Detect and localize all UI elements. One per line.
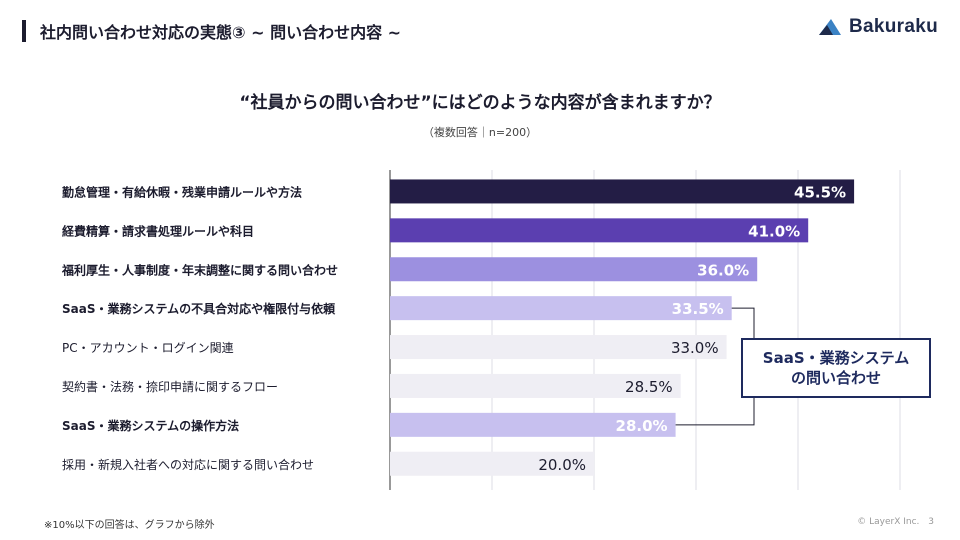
category-label: 採用・新規入社者への対応に関する問い合わせ bbox=[62, 457, 314, 472]
bar bbox=[390, 296, 732, 321]
category-label: 契約書・法務・捺印申請に関するフロー bbox=[62, 379, 278, 394]
callout-connector bbox=[731, 307, 755, 338]
bar-value-label: 45.5% bbox=[794, 183, 846, 201]
brand-logo: Bakuraku bbox=[817, 16, 938, 38]
category-label: 福利厚生・人事制度・年末調整に関する問い合わせ bbox=[61, 262, 338, 277]
bar-value-label: 36.0% bbox=[697, 261, 749, 279]
bar bbox=[390, 335, 727, 360]
bar bbox=[390, 451, 594, 476]
logo-text: Bakuraku bbox=[849, 16, 938, 37]
category-label: 勤怠管理・有給休暇・残業申請ルールや方法 bbox=[62, 184, 302, 199]
category-label: PC・アカウント・ログイン関連 bbox=[62, 341, 234, 355]
bar-value-label: 28.0% bbox=[616, 417, 668, 435]
bar-value-label: 33.0% bbox=[671, 339, 719, 357]
category-label: SaaS・業務システムの不具合対応や権限付与依頼 bbox=[62, 301, 336, 316]
bar bbox=[390, 412, 676, 437]
bar-value-label: 20.0% bbox=[538, 456, 586, 474]
bar bbox=[390, 218, 809, 243]
copyright: © LayerX Inc. 3 bbox=[857, 517, 934, 527]
bakuraku-logo-icon bbox=[819, 19, 841, 35]
page-number: 3 bbox=[928, 517, 934, 527]
category-label: SaaS・業務システムの操作方法 bbox=[62, 418, 239, 433]
callout-connector bbox=[675, 398, 755, 426]
callout-line-2: の問い合わせ bbox=[790, 369, 881, 387]
callout-line-1: SaaS・業務システム bbox=[762, 349, 910, 367]
survey-question: “社員からの問い合わせ”にはどのような内容が含まれますか？ bbox=[239, 93, 721, 113]
category-label: 経費精算・請求書処理ルールや科目 bbox=[62, 223, 254, 238]
page-title: 社内問い合わせ対応の実態③ ~ 問い合わせ内容 ~ bbox=[40, 23, 402, 42]
copyright-text: © LayerX Inc. bbox=[857, 517, 920, 527]
callout-box: SaaS・業務システム の問い合わせ bbox=[741, 338, 931, 398]
bar bbox=[390, 179, 855, 204]
bar-value-label: 28.5% bbox=[625, 378, 673, 396]
title-accent-bar bbox=[22, 20, 26, 42]
footnote: ※10%以下の回答は、グラフから除外 bbox=[44, 520, 215, 531]
sample-note: （複数回答｜n=200） bbox=[422, 126, 538, 139]
bar-value-label: 33.5% bbox=[672, 300, 724, 318]
bar bbox=[390, 257, 758, 282]
bar-value-label: 41.0% bbox=[748, 222, 800, 240]
bar bbox=[390, 373, 681, 398]
